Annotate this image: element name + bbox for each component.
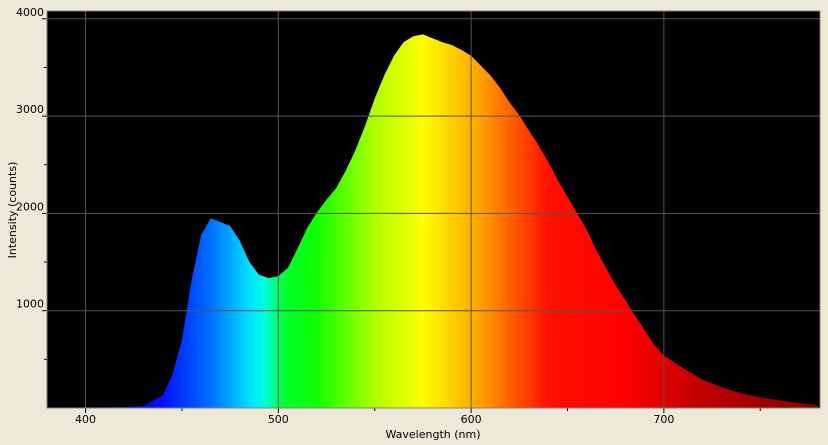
plot-border: [46, 10, 821, 409]
x-axis-title: Wavelength (nm): [385, 428, 480, 441]
y-tick-label: 2000: [16, 200, 44, 213]
spectrum-area: [47, 34, 819, 409]
x-tick-label: 600: [461, 413, 482, 426]
x-tick-label: 500: [268, 413, 289, 426]
x-tick-label: 700: [653, 413, 674, 426]
y-tick-label: 4000: [16, 6, 44, 19]
y-axis-title: Intensity (counts): [6, 162, 19, 259]
x-tick-label: 400: [75, 413, 96, 426]
y-tick-label: 3000: [16, 103, 44, 116]
y-tick-label: 1000: [16, 298, 44, 311]
